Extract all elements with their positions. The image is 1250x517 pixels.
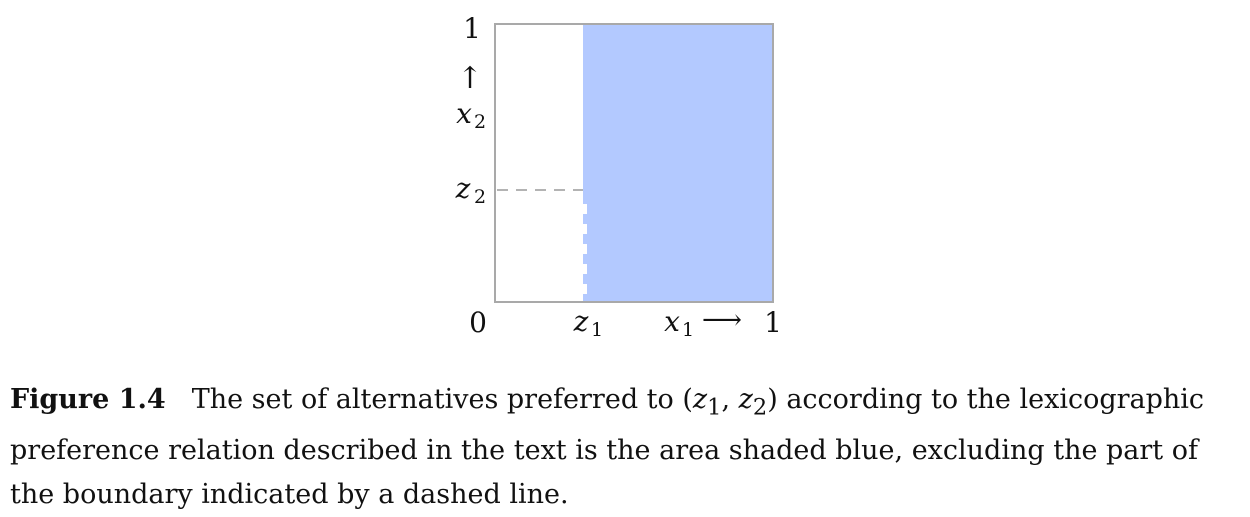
z1-label: z <box>573 305 589 338</box>
preferred-region <box>583 24 773 302</box>
y-axis-label: x <box>456 97 472 130</box>
y-arrow-label: ↑ <box>457 61 482 96</box>
x-axis-label-sub: 1 <box>682 319 694 340</box>
caption-z1: z <box>692 384 708 415</box>
z2-label-sub: 2 <box>474 186 486 208</box>
z2-label: z <box>455 172 471 205</box>
caption-z1-sub: 1 <box>707 394 722 421</box>
unit-square-frame <box>494 23 774 303</box>
x-axis-label: x <box>664 305 680 338</box>
figure-caption: Figure 1.4 The set of alternatives prefer… <box>10 378 1235 517</box>
figure-label: Figure 1.4 <box>10 384 166 415</box>
caption-z2: z <box>738 384 753 415</box>
caption-text-before: The set of alternatives preferred to ( <box>191 384 693 415</box>
origin-label: 0 <box>469 306 487 339</box>
y-top-label: 1 <box>463 12 481 45</box>
z1-label-sub: 1 <box>591 319 603 340</box>
lexicographic-preference-diagram: 1 ↑ x 2 z 2 0 z 1 x 1 ⟶ 1 <box>455 12 782 340</box>
caption-z2-sub: 2 <box>752 394 768 421</box>
y-axis-label-sub: 2 <box>474 111 486 133</box>
x-right-label: 1 <box>764 306 782 339</box>
excluded-boundary-marks <box>583 204 587 294</box>
x-arrow-label: ⟶ <box>702 303 742 336</box>
caption-text-after: ) according to the lexicographic prefere… <box>10 384 1205 511</box>
caption-comma: , <box>721 384 739 415</box>
